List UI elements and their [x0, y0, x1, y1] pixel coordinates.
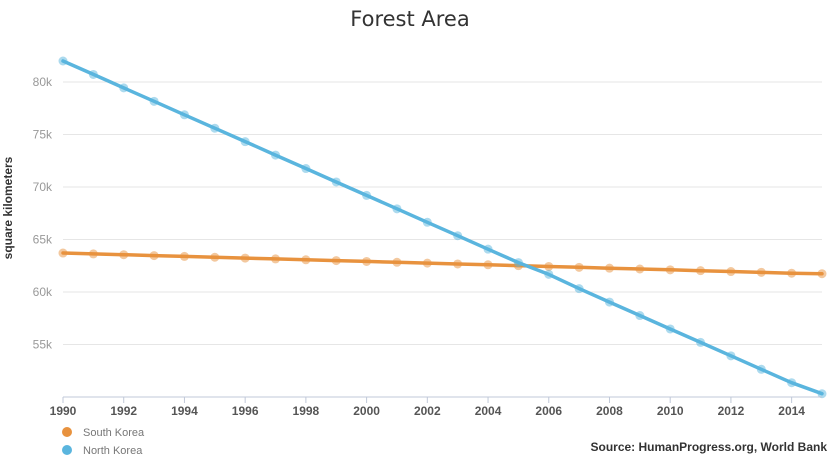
x-tick-label: 2004 — [475, 404, 502, 418]
data-point-north-korea — [604, 297, 614, 307]
data-point-south-korea — [756, 267, 766, 277]
x-tick-label: 1994 — [171, 404, 198, 418]
data-point-north-korea — [240, 137, 250, 147]
x-tick-label: 1998 — [293, 404, 320, 418]
x-tick-label: 2008 — [596, 404, 623, 418]
grid-lines — [63, 81, 822, 345]
y-axis-label: square kilometers — [1, 156, 15, 259]
x-tick-label: 2010 — [657, 404, 684, 418]
data-point-north-korea — [817, 389, 827, 399]
data-point-south-korea — [665, 265, 675, 275]
data-point-south-korea — [149, 251, 159, 261]
x-tick-label: 1990 — [50, 404, 77, 418]
data-point-north-korea — [513, 258, 523, 268]
data-point-south-korea — [635, 264, 645, 274]
x-tick-label: 2006 — [535, 404, 562, 418]
data-point-north-korea — [362, 190, 372, 200]
data-point-north-korea — [574, 284, 584, 294]
y-tick-label: 55k — [33, 338, 53, 352]
y-tick-label: 60k — [33, 285, 53, 299]
series-line-north-korea — [61, 59, 824, 396]
data-point-south-korea — [210, 252, 220, 262]
data-point-south-korea — [544, 261, 554, 271]
data-point-south-korea — [58, 248, 68, 258]
data-point-north-korea — [635, 311, 645, 321]
data-point-north-korea — [665, 324, 675, 334]
data-point-south-korea — [604, 263, 614, 273]
x-axis-ticks: 1990 1992 1994 1996 1998 2000 2002 2004 2006 2008… — [50, 397, 805, 418]
data-point-south-korea — [271, 254, 281, 264]
data-point-north-korea — [149, 96, 159, 106]
y-axis-ticks: 55k 60k 65k 70k 75k 80k — [33, 75, 53, 352]
y-tick-label: 70k — [33, 180, 53, 194]
data-point-north-korea — [301, 164, 311, 174]
legend-label-south-korea: South Korea — [83, 427, 145, 439]
data-point-north-korea — [58, 56, 68, 66]
data-point-south-korea — [787, 268, 797, 278]
data-point-north-korea — [696, 337, 706, 347]
data-point-south-korea — [88, 249, 98, 259]
data-point-north-korea — [331, 177, 341, 187]
x-tick-label: 2000 — [353, 404, 380, 418]
chart-title: Forest Area — [350, 7, 469, 31]
data-point-south-korea — [179, 251, 189, 261]
data-point-south-korea — [119, 250, 129, 260]
data-point-south-korea — [422, 258, 432, 268]
data-point-north-korea — [787, 378, 797, 388]
data-point-south-korea — [817, 269, 827, 279]
y-tick-label: 75k — [33, 128, 53, 142]
data-point-north-korea — [271, 150, 281, 160]
data-point-north-korea — [392, 204, 402, 214]
data-point-south-korea — [392, 257, 402, 267]
x-tick-label: 2014 — [778, 404, 805, 418]
data-point-north-korea — [726, 351, 736, 361]
data-point-south-korea — [696, 266, 706, 276]
data-point-north-korea — [422, 217, 432, 227]
data-point-south-korea — [362, 256, 372, 266]
data-point-south-korea — [240, 253, 250, 263]
x-tick-label: 1996 — [232, 404, 259, 418]
data-point-south-korea — [726, 267, 736, 277]
data-point-south-korea — [301, 255, 311, 265]
series-layer — [58, 56, 827, 399]
data-point-north-korea — [210, 123, 220, 133]
data-point-north-korea — [88, 69, 98, 79]
legend-marker-south-korea — [62, 427, 72, 437]
data-point-north-korea — [483, 244, 493, 254]
data-point-south-korea — [453, 259, 463, 269]
series-line-south-korea — [61, 251, 824, 276]
legend-marker-north-korea — [62, 445, 72, 455]
data-point-north-korea — [544, 269, 554, 279]
data-point-south-korea — [331, 256, 341, 266]
x-tick-label: 2012 — [718, 404, 745, 418]
y-tick-label: 65k — [33, 233, 53, 247]
data-point-south-korea — [574, 262, 584, 272]
source-note: Source: HumanProgress.org, World Bank — [591, 440, 828, 454]
data-point-north-korea — [756, 364, 766, 374]
data-point-north-korea — [453, 231, 463, 241]
data-point-south-korea — [483, 260, 493, 270]
legend-label-north-korea: North Korea — [83, 445, 143, 457]
y-tick-label: 80k — [33, 75, 53, 89]
data-point-north-korea — [119, 83, 129, 93]
x-tick-label: 2002 — [414, 404, 441, 418]
x-tick-label: 1992 — [110, 404, 137, 418]
legend: South Korea North Korea — [62, 427, 145, 457]
data-point-north-korea — [179, 110, 189, 120]
